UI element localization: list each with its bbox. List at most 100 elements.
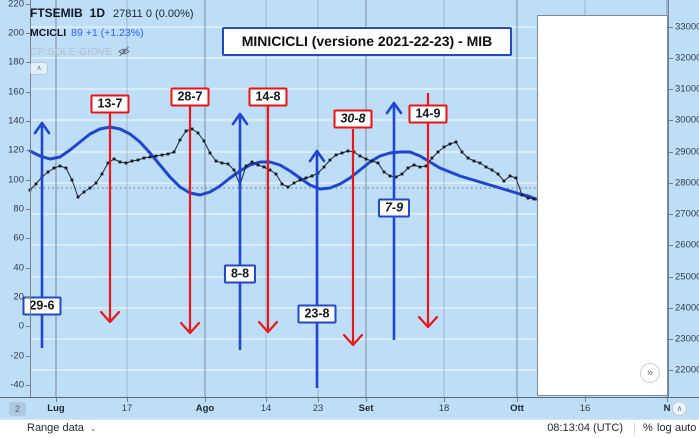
tick-mark: [669, 339, 673, 340]
cycle-date-label-30-8[interactable]: 30-8: [333, 109, 373, 129]
session-clock[interactable]: 08:13:04 (UTC): [547, 422, 623, 434]
price-chart-canvas[interactable]: [0, 0, 699, 397]
price-series[interactable]: [28, 127, 536, 201]
left-price-scale[interactable]: 220 200 180 160 140 120 100 80 60 40 20 0 -20 -40: [0, 0, 30, 397]
legend-hidden-indicator-row[interactable]: CP:SOLE-GIOVE: [30, 43, 194, 59]
price-tick-label: 29000: [675, 146, 699, 158]
legend-symbol-row[interactable]: FTSEMIB 1D 27811 0 (0.00%): [30, 5, 194, 21]
tick-mark: [669, 308, 673, 309]
price-tick-label: 30000: [675, 114, 699, 126]
tick-mark: [266, 398, 267, 402]
indicator-change: +1 (+1.23%): [85, 27, 144, 39]
price-tick-label: -40: [10, 379, 24, 391]
legend-collapse-button[interactable]: ∧: [30, 62, 48, 75]
timeframe[interactable]: 1D: [89, 6, 106, 20]
tick-mark: [585, 398, 586, 402]
indicator-value: 89: [71, 27, 83, 39]
tick-mark: [127, 398, 128, 402]
tick-mark: [26, 150, 30, 151]
tick-mark: [669, 277, 673, 278]
price-tick-label: 140: [8, 115, 24, 127]
legend-indicator-row[interactable]: MCICLI 89 +1 (+1.23%): [30, 24, 194, 40]
price-tick-label: 22000: [675, 364, 699, 376]
bottom-toolbar: Range data ⌄ 08:13:04 (UTC) % log auto: [0, 419, 699, 438]
hidden-indicator-name[interactable]: CP:SOLE-GIOVE: [30, 46, 113, 58]
cycle-date-label-23-8[interactable]: 23-8: [297, 304, 337, 324]
price-tick-label: 20: [13, 291, 24, 303]
percent-scale-button[interactable]: %: [643, 422, 653, 434]
range-data-menu[interactable]: Range data ⌄: [27, 422, 97, 434]
cycle-date-label-13-7[interactable]: 13-7: [90, 94, 130, 114]
right-price-scale[interactable]: 33000 32000 31000 30000 29000 28000 27000 26000…: [669, 0, 699, 397]
price-tick-label: 80: [13, 203, 24, 215]
cycle-date-label-29-6[interactable]: 29-6: [22, 296, 62, 316]
pane-badge[interactable]: 2: [9, 402, 26, 416]
chevron-down-icon: ⌄: [89, 424, 97, 433]
toolbar-divider: [634, 422, 635, 435]
time-tick-label: Lug: [47, 403, 65, 414]
time-tick-label: Ago: [195, 403, 215, 414]
tick-mark: [667, 398, 668, 402]
tick-mark: [669, 27, 673, 28]
tick-mark: [669, 152, 673, 153]
cycle-date-label-7-9[interactable]: 7-9: [377, 198, 411, 218]
log-scale-button[interactable]: log: [657, 422, 672, 434]
legend: FTSEMIB 1D 27811 0 (0.00%) MCICLI 89 +1 (+1…: [30, 5, 194, 75]
price-tick-label: 24000: [675, 302, 699, 314]
price-tick-label: 27000: [675, 208, 699, 220]
price-tick-label: 23000: [675, 333, 699, 345]
indicator-name[interactable]: MCICLI: [30, 27, 67, 39]
range-data-label: Range data: [27, 422, 84, 434]
time-tick-label: 14: [260, 403, 272, 414]
eye-slash-icon[interactable]: [118, 46, 131, 57]
tick-mark: [56, 398, 57, 402]
price-tick-label: 25000: [675, 271, 699, 283]
tick-mark: [669, 214, 673, 215]
tick-mark: [26, 4, 30, 5]
tick-mark: [205, 398, 206, 402]
symbol-name[interactable]: FTSEMIB: [30, 6, 83, 20]
time-tick-label: 23: [312, 403, 324, 414]
price-tick-label: -20: [10, 350, 24, 362]
tick-mark: [26, 268, 30, 269]
time-tick-label: Ott: [510, 403, 524, 414]
tick-mark: [669, 58, 673, 59]
price-tick-label: 31000: [675, 83, 699, 95]
time-tick-label: 18: [438, 403, 450, 414]
price-tick-label: 26000: [675, 239, 699, 251]
time-tick-label: Set: [358, 403, 374, 414]
tick-mark: [26, 121, 30, 122]
future-blank-panel: »: [537, 15, 668, 396]
cycle-date-labels: 29-6 13-7 28-7 8-8 14-8 23-8 30-8 7-9 14-9: [22, 87, 448, 324]
left-axis-separator: [30, 0, 31, 397]
price-tick-label: 40: [13, 262, 24, 274]
tick-mark: [26, 238, 30, 239]
tick-mark: [26, 356, 30, 357]
price-change: 0 (0.00%): [145, 8, 194, 20]
cycle-wave-series[interactable]: [28, 125, 538, 201]
tick-mark: [318, 398, 319, 402]
time-scale-collapse-button[interactable]: ∧: [672, 401, 687, 416]
cycle-date-label-14-8[interactable]: 14-8: [248, 87, 288, 107]
tick-mark: [444, 398, 445, 402]
price-tick-label: 220: [8, 0, 24, 10]
cycle-date-label-8-8[interactable]: 8-8: [223, 264, 257, 284]
tick-mark: [669, 245, 673, 246]
tick-mark: [26, 180, 30, 181]
cycle-date-label-28-7[interactable]: 28-7: [170, 87, 210, 107]
tick-mark: [669, 370, 673, 371]
price-tick-label: 120: [8, 144, 24, 156]
tick-mark: [669, 89, 673, 90]
time-tick-label: 17: [121, 403, 133, 414]
chart-title: MINICICLI (versione 2021-22-23) - MIB: [222, 27, 512, 56]
cycle-turn-arrows[interactable]: [33, 88, 439, 388]
time-tick-label: N: [663, 403, 671, 414]
time-scale[interactable]: 2 ∧ Lug 17 Ago 14 23 Set 18 Ott 16 N: [0, 397, 699, 420]
tick-mark: [669, 183, 673, 184]
auto-scale-button[interactable]: auto: [675, 422, 697, 434]
cycle-date-label-14-9[interactable]: 14-9: [408, 104, 448, 124]
expand-chevrons-button[interactable]: »: [640, 363, 660, 383]
tick-mark: [517, 398, 518, 402]
price-tick-label: 200: [8, 27, 24, 39]
tick-mark: [669, 120, 673, 121]
